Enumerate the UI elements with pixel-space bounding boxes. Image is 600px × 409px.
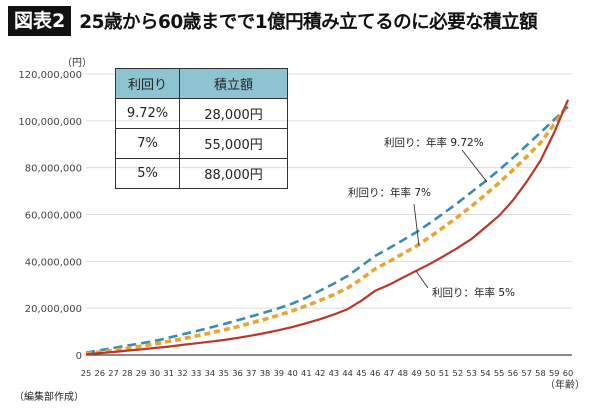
x-tick-label: 34 bbox=[205, 368, 216, 378]
series-label: 利回り：年率 7% bbox=[348, 186, 431, 199]
x-tick-label: 54 bbox=[480, 368, 491, 378]
table-row: 9.72% 28,000円 bbox=[115, 98, 288, 129]
x-tick-label: 44 bbox=[342, 368, 353, 378]
table-cell: 5% bbox=[115, 158, 180, 189]
annotation-leader bbox=[413, 203, 420, 247]
contribution-table: 利回り 積立額 9.72% 28,000円 7% 55,000円 5% 88,000円 bbox=[115, 68, 288, 189]
x-tick-label: 28 bbox=[122, 368, 133, 378]
figure-badge: 図表2 bbox=[8, 6, 72, 36]
annotation-leader bbox=[415, 270, 429, 289]
source-note: （編集部作成） bbox=[14, 392, 84, 403]
x-tick-label: 58 bbox=[535, 368, 546, 378]
x-tick-label: 51 bbox=[439, 368, 450, 378]
x-tick-label: 35 bbox=[218, 368, 229, 378]
x-tick-label: 46 bbox=[370, 368, 381, 378]
x-tick-label: 48 bbox=[397, 368, 408, 378]
table-cell: 55,000円 bbox=[179, 128, 288, 159]
table-row: 7% 55,000円 bbox=[115, 128, 288, 159]
y-tick-label: 120,000,000 bbox=[18, 70, 82, 81]
x-tick-label: 57 bbox=[521, 368, 532, 378]
title-bar: 図表2 25歳から60歳までで1億円積み立てるのに必要な積立額 bbox=[8, 6, 538, 36]
x-tick-label: 25 bbox=[81, 368, 92, 378]
series-label: 利回り：年率 9.72% bbox=[384, 136, 484, 149]
x-tick-label: 49 bbox=[411, 368, 422, 378]
table-cell: 28,000円 bbox=[179, 98, 288, 129]
x-tick-label: 29 bbox=[136, 368, 147, 378]
y-tick-label: 100,000,000 bbox=[18, 117, 82, 128]
x-tick-label: 36 bbox=[232, 368, 243, 378]
x-tick-label: 43 bbox=[329, 368, 340, 378]
x-tick-label: 40 bbox=[287, 368, 298, 378]
table-cell: 88,000円 bbox=[179, 158, 288, 189]
x-tick-label: 30 bbox=[150, 368, 161, 378]
x-tick-label: 37 bbox=[246, 368, 257, 378]
x-tick-label: 55 bbox=[494, 368, 505, 378]
series-label: 利回り：年率 5% bbox=[432, 286, 515, 299]
x-tick-label: 38 bbox=[260, 368, 271, 378]
y-tick-label: 40,000,000 bbox=[25, 257, 82, 268]
x-tick-label: 33 bbox=[191, 368, 202, 378]
table-row: 5% 88,000円 bbox=[115, 158, 288, 189]
annotation-leader bbox=[461, 149, 488, 183]
x-tick-label: 42 bbox=[315, 368, 326, 378]
x-tick-label: 59 bbox=[549, 368, 560, 378]
x-tick-label: 56 bbox=[508, 368, 519, 378]
y-tick-label: 80,000,000 bbox=[25, 164, 82, 175]
y-tick-label: 20,000,000 bbox=[25, 304, 82, 315]
x-axis-unit: （年齢） bbox=[545, 378, 585, 391]
x-tick-label: 60 bbox=[563, 368, 574, 378]
y-tick-label: 0 bbox=[76, 351, 82, 362]
x-tick-label: 41 bbox=[301, 368, 312, 378]
chart-title: 25歳から60歳までで1億円積み立てるのに必要な積立額 bbox=[79, 12, 538, 33]
x-tick-label: 45 bbox=[356, 368, 367, 378]
x-tick-label: 27 bbox=[108, 368, 119, 378]
table-cell: 7% bbox=[115, 128, 180, 159]
x-tick-label: 32 bbox=[177, 368, 188, 378]
x-tick-label: 53 bbox=[466, 368, 477, 378]
table-header: 積立額 bbox=[179, 68, 288, 99]
y-axis-unit: （円） bbox=[62, 57, 92, 69]
x-tick-label: 52 bbox=[453, 368, 464, 378]
x-tick-label: 39 bbox=[274, 368, 285, 378]
series-line-3 bbox=[85, 99, 570, 356]
table-cell: 9.72% bbox=[115, 98, 180, 129]
x-tick-label: 50 bbox=[425, 368, 436, 378]
table-header: 利回り bbox=[115, 68, 180, 99]
y-tick-label: 60,000,000 bbox=[25, 211, 82, 222]
series-line-2 bbox=[85, 103, 570, 356]
x-tick-label: 26 bbox=[94, 368, 105, 378]
x-tick-label: 31 bbox=[163, 368, 174, 378]
x-tick-label: 47 bbox=[384, 368, 395, 378]
